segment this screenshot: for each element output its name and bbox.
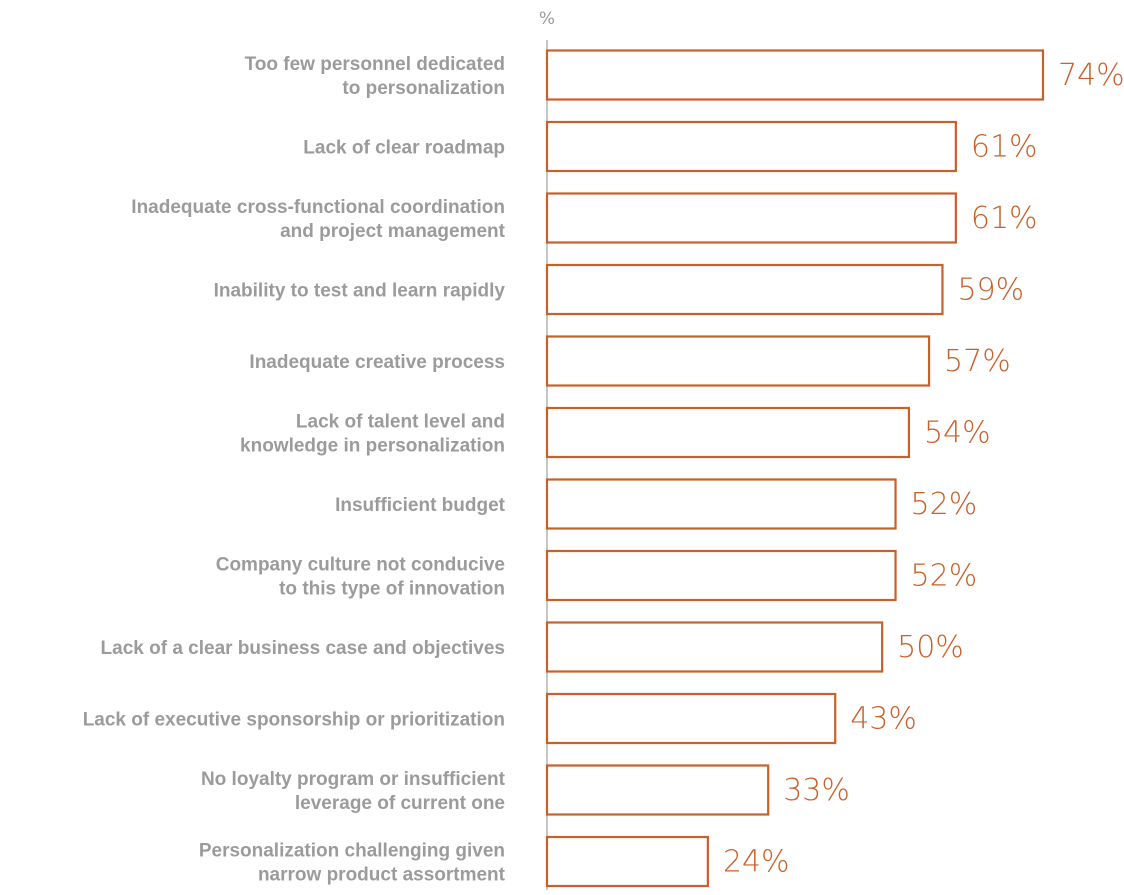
category-label-11: No loyalty program or insufficient levera… [201, 769, 506, 814]
value-label-2: 61% [971, 130, 1038, 165]
category-label-10: Lack of executive sponsorship or priorit… [83, 710, 505, 731]
bar-10 [545, 692, 837, 745]
bar-11 [545, 764, 770, 816]
category-label-line: narrow product assortment [258, 865, 506, 886]
category-label-9: Lack of a clear business case and object… [101, 638, 505, 659]
category-label-line: Personalization challenging given [199, 841, 505, 862]
category-label-line: Lack of clear roadmap [303, 138, 505, 159]
value-label-9: 50% [897, 630, 964, 665]
value-label-1: 74% [1058, 58, 1124, 93]
category-label-line: Inadequate creative process [249, 352, 505, 373]
category-label-line: Insufficient budget [335, 495, 506, 516]
value-label-10: 43% [850, 702, 917, 737]
bar-8 [545, 549, 897, 602]
category-label-12: Personalization challenging given narrow … [199, 841, 506, 886]
bar-9 [545, 621, 884, 673]
value-label-8: 52% [911, 559, 978, 594]
value-label-7: 52% [911, 487, 978, 522]
category-label-4: Inability to test and learn rapidly [214, 281, 506, 302]
value-label-12: 24% [723, 845, 790, 880]
bar-7 [545, 478, 897, 530]
value-labels-group: 74% 61% 61% 59% 57% 54% 52% 52% 50% 43% 33% 24% [723, 58, 1124, 880]
category-label-line: knowledge in personalization [240, 436, 505, 457]
bar-5 [545, 335, 931, 387]
category-labels-group: Too few personnel dedicated to personaliz… [83, 54, 506, 886]
bars-group [545, 49, 1045, 888]
category-label-line: Company culture not conducive [216, 555, 505, 576]
category-label-8: Company culture not conducive to this typ… [216, 555, 505, 600]
value-label-6: 54% [924, 416, 991, 451]
bar-3 [545, 192, 957, 244]
category-label-line: and project management [280, 221, 506, 242]
bar-4 [545, 263, 944, 316]
category-label-3: Inadequate cross-functional coordination… [131, 197, 505, 242]
value-label-11: 33% [783, 773, 850, 808]
unit-label: % [539, 9, 555, 29]
category-label-line: leverage of current one [295, 793, 505, 814]
category-label-line: to this type of innovation [279, 579, 505, 600]
bar-2 [545, 120, 957, 173]
category-label-7: Insufficient budget [335, 495, 506, 516]
bar-1 [545, 49, 1045, 101]
category-label-1: Too few personnel dedicated to personaliz… [245, 54, 505, 99]
category-label-line: Too few personnel dedicated [245, 54, 505, 75]
category-label-line: to personalization [342, 78, 505, 99]
value-label-5: 57% [944, 344, 1011, 379]
bar-6 [545, 406, 911, 459]
category-label-line: Lack of talent level and [296, 412, 505, 433]
category-label-2: Lack of clear roadmap [303, 138, 505, 159]
category-label-line: No loyalty program or insufficient [201, 769, 506, 790]
value-label-4: 59% [957, 273, 1024, 308]
category-label-line: Lack of executive sponsorship or priorit… [83, 710, 505, 731]
category-label-6: Lack of talent level and knowledge in per… [240, 412, 505, 457]
category-label-line: Lack of a clear business case and object… [101, 638, 505, 659]
bar-12 [545, 835, 709, 888]
category-label-5: Inadequate creative process [249, 352, 505, 373]
value-label-3: 61% [971, 201, 1038, 236]
category-label-line: Inadequate cross-functional coordination [131, 197, 505, 218]
category-label-line: Inability to test and learn rapidly [214, 281, 506, 302]
